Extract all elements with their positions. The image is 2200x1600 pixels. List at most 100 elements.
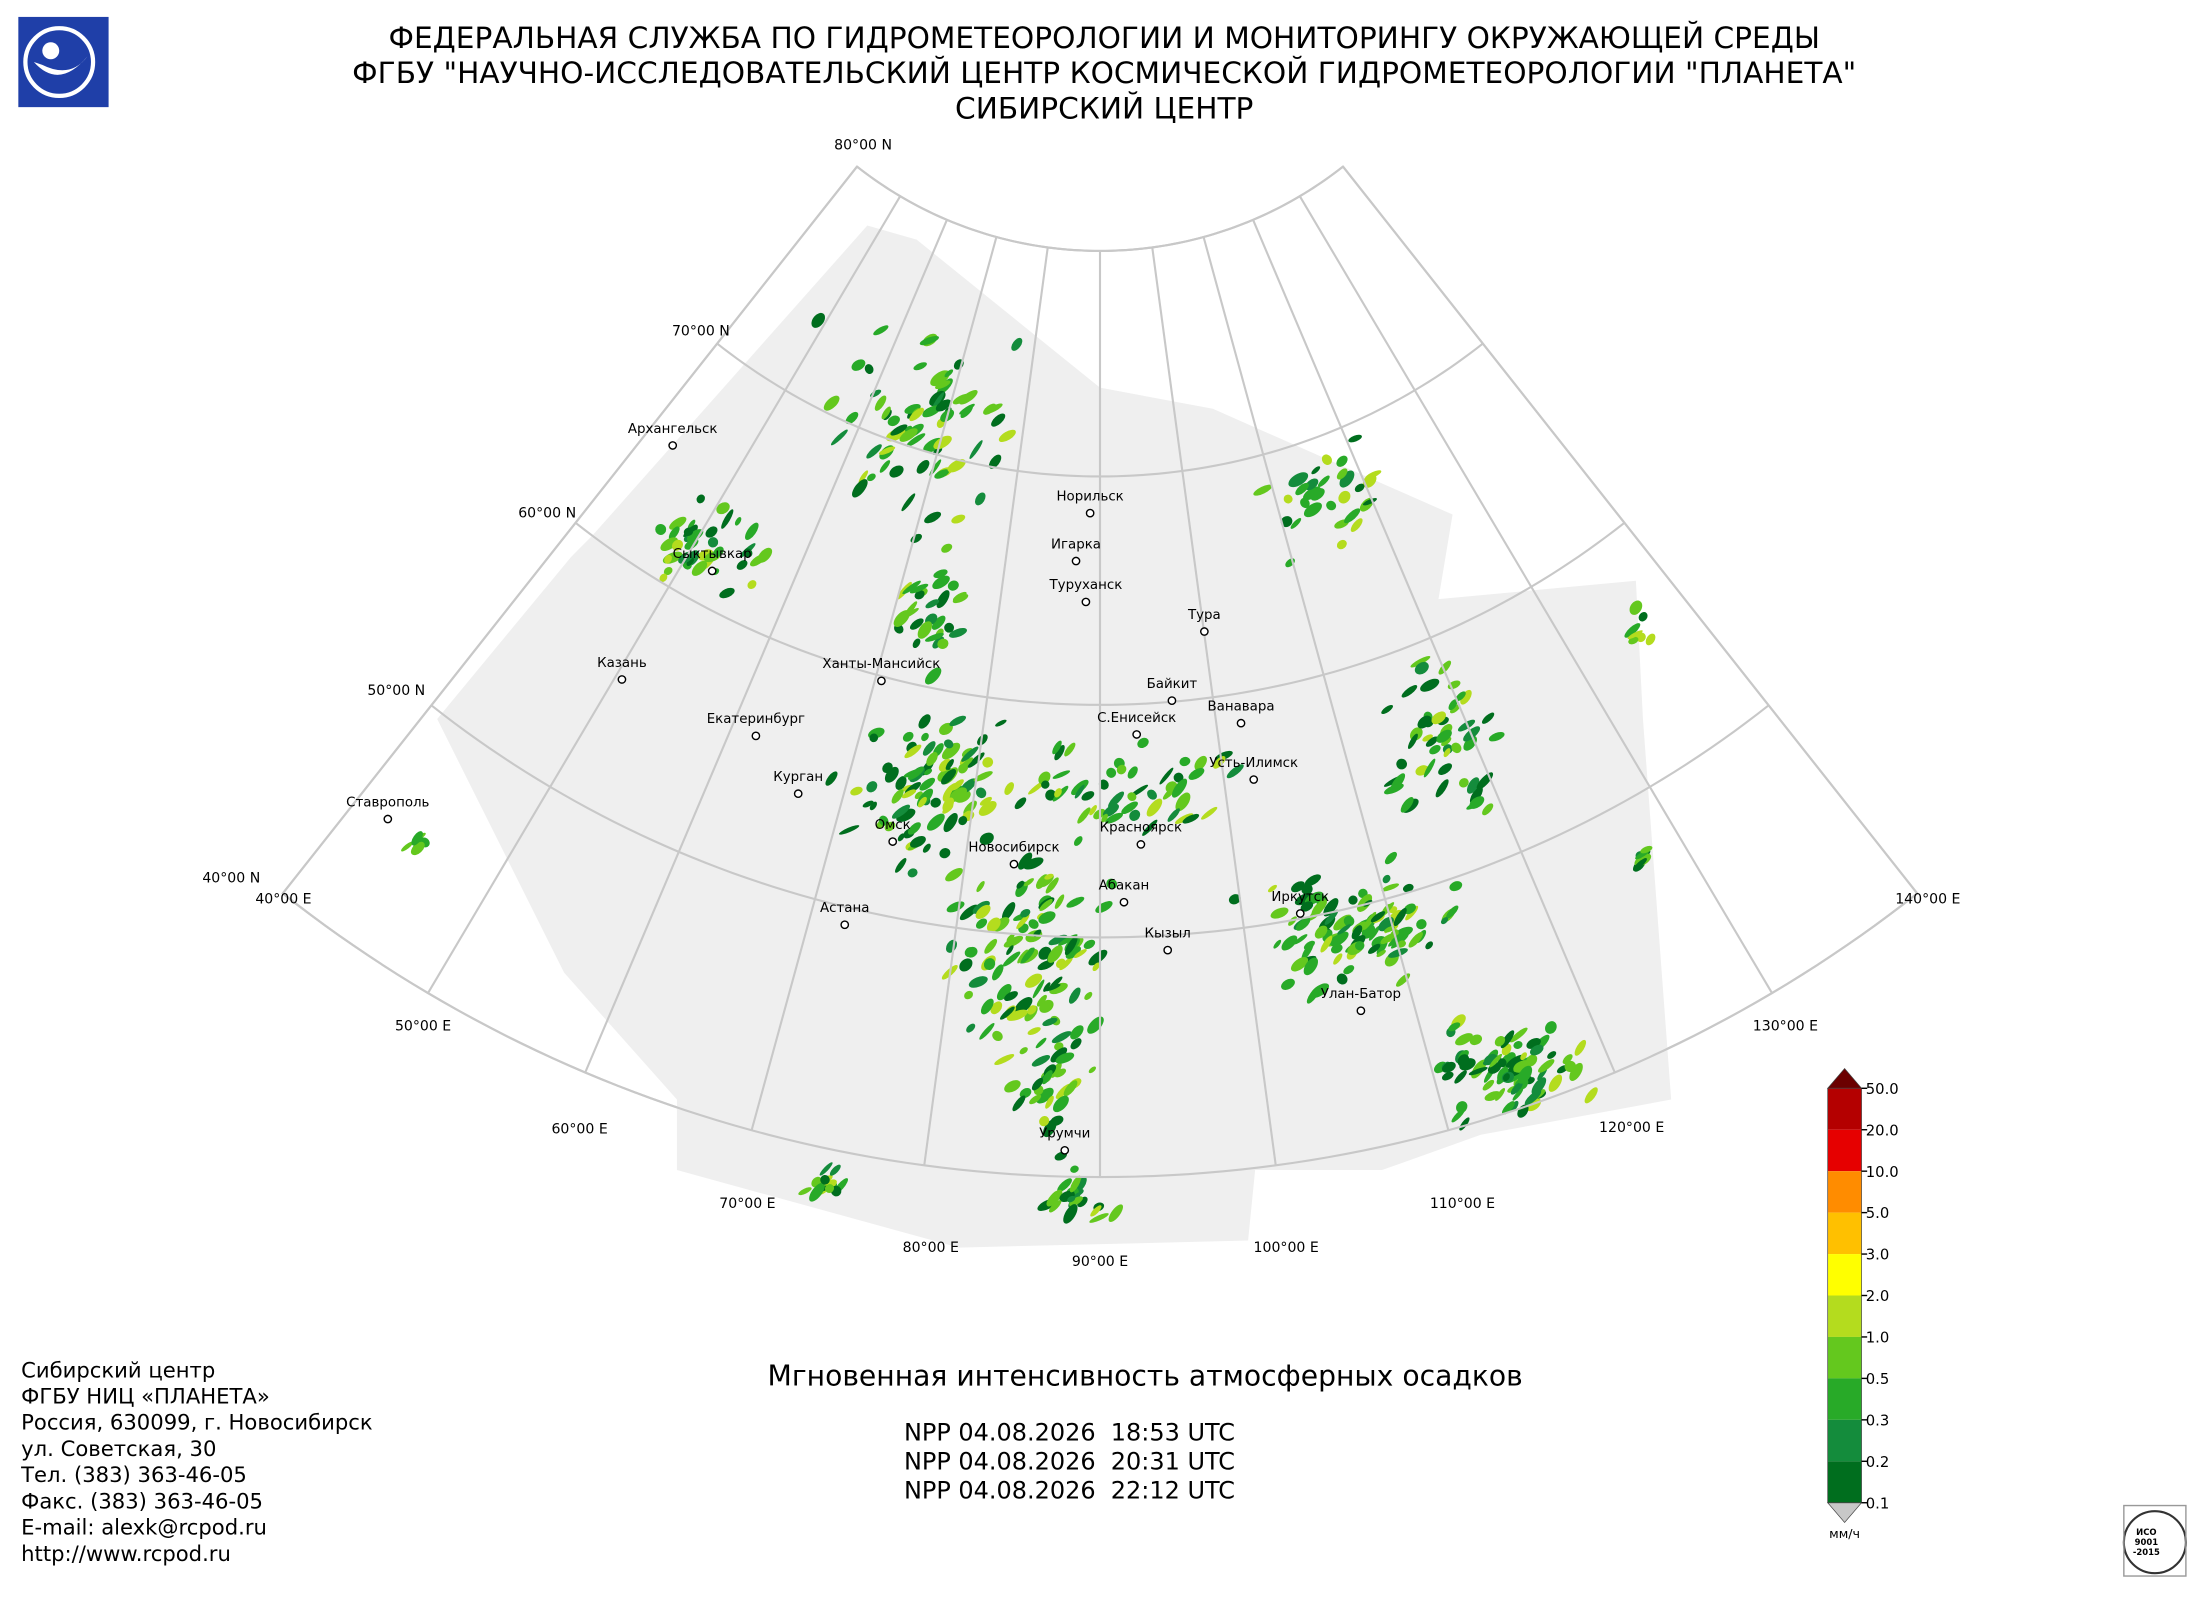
precipitation-cell: [1004, 991, 1018, 1002]
precipitation-cell: [913, 362, 927, 371]
precipitation-cell: [1448, 699, 1458, 711]
precipitation-cell: [951, 779, 964, 791]
precipitation-cell: [1393, 907, 1407, 927]
precipitation-cell: [664, 554, 672, 564]
precipitation-cell: [907, 822, 921, 835]
precipitation-cell: [1513, 1041, 1523, 1049]
precipitation-cell: [1400, 796, 1414, 813]
precipitation-cell: [1057, 1178, 1072, 1192]
precipitation-cell: [976, 918, 988, 929]
precipitation-cell: [852, 479, 868, 498]
precipitation-cell: [1167, 808, 1180, 822]
precipitation-cell: [659, 573, 668, 582]
precipitation-cell: [1627, 630, 1643, 640]
precipitation-cell: [713, 546, 724, 558]
precipitation-cell: [1105, 812, 1123, 824]
precipitation-cell: [1338, 490, 1351, 504]
precipitation-cell: [1510, 1100, 1519, 1112]
precipitation-cell: [1038, 911, 1056, 924]
precipitation-cell: [992, 964, 1004, 981]
precipitation-cell: [1106, 767, 1117, 778]
precipitation-cell: [867, 473, 876, 482]
precipitation-cell: [686, 557, 695, 567]
colorbar-label: 2.0: [1866, 1288, 1890, 1305]
precipitation-cell: [1045, 789, 1057, 801]
colorbar-box: [1827, 1129, 1862, 1172]
precipitation-cell: [1323, 898, 1339, 917]
precipitation-cell: [1489, 1053, 1503, 1068]
precipitation-cell: [1520, 1052, 1527, 1061]
precipitation-cell: [1050, 1047, 1068, 1063]
precipitation-cell: [1081, 791, 1095, 801]
precipitation-cell: [1321, 454, 1332, 465]
longitude-label: 110°00 E: [1430, 1196, 1495, 1212]
precipitation-cell: [1002, 951, 1021, 967]
city-marker: [877, 676, 886, 686]
precipitation-cell: [1417, 715, 1432, 729]
precipitation-cell: [943, 739, 954, 749]
precipitation-cell: [914, 590, 925, 600]
precipitation-cell: [1090, 1205, 1102, 1217]
precipitation-cell: [869, 801, 877, 811]
precipitation-cell: [1025, 973, 1043, 988]
precipitation-cell: [1201, 806, 1218, 820]
precipitation-cell: [1457, 1054, 1470, 1067]
longitude-label: 120°00 E: [1599, 1120, 1664, 1136]
precipitation-cell: [655, 523, 667, 535]
colorbar-label: 0.1: [1866, 1495, 1890, 1512]
precipitation-cell: [1032, 979, 1045, 999]
precipitation-cell: [1524, 1090, 1542, 1106]
precipitation-cell: [1304, 874, 1321, 887]
precipitation-cell: [1451, 742, 1462, 754]
precipitation-cell: [965, 946, 978, 958]
precipitation-cell: [959, 904, 979, 921]
precipitation-cell: [687, 519, 696, 530]
precipitation-cell: [975, 904, 991, 919]
precipitation-cell: [1018, 852, 1033, 870]
precipitation-cell: [979, 1022, 995, 1040]
precipitation-cell: [1059, 957, 1073, 971]
precipitation-cell: [1194, 755, 1207, 771]
precipitation-cell: [949, 715, 967, 727]
precipitation-cell: [1317, 475, 1330, 487]
precipitation-cell: [864, 364, 874, 374]
precipitation-cell: [1442, 1061, 1456, 1073]
city-label: Екатеринбург: [707, 711, 805, 727]
precipitation-cell: [1147, 789, 1157, 800]
precipitation-cell: [1027, 1027, 1041, 1035]
precipitation-cell: [1146, 798, 1163, 817]
latitude-label: 60°00 N: [518, 505, 576, 521]
latitude-label: 70°00 N: [672, 324, 730, 340]
precipitation-cell: [902, 731, 914, 742]
precipitation-cell: [1640, 845, 1653, 854]
precipitation-cell: [1016, 880, 1025, 889]
precipitation-cell: [1448, 1022, 1461, 1032]
precipitation-cell: [716, 502, 730, 515]
precipitation-cell: [1064, 936, 1078, 956]
precipitation-cell: [757, 547, 773, 563]
precipitation-cell: [736, 560, 748, 570]
precipitation-cell: [1414, 661, 1429, 675]
precipitation-cell: [1645, 633, 1656, 646]
precipitation-cell: [878, 815, 889, 826]
precipitation-cell: [967, 752, 985, 768]
contact-line: Сибирский центр: [21, 1357, 215, 1382]
precipitation-cell: [994, 1054, 1015, 1066]
precipitation-cell: [1497, 1058, 1507, 1068]
precipitation-cell: [1054, 1068, 1067, 1078]
precipitation-cell: [925, 667, 942, 685]
precipitation-cell: [976, 881, 985, 893]
precipitation-cell: [986, 917, 1001, 932]
precipitation-cell: [1077, 807, 1091, 824]
precipitation-cell: [1510, 1082, 1523, 1095]
precipitation-cell: [1050, 1115, 1064, 1126]
precipitation-cell: [829, 1164, 841, 1176]
precipitation-cell: [998, 429, 1016, 443]
precipitation-cell: [1101, 813, 1108, 823]
precipitation-cell: [1089, 1213, 1109, 1223]
latitude-label: 80°00 N: [834, 137, 892, 153]
precipitation-cell: [1449, 881, 1463, 892]
logo-dot: [42, 42, 60, 60]
